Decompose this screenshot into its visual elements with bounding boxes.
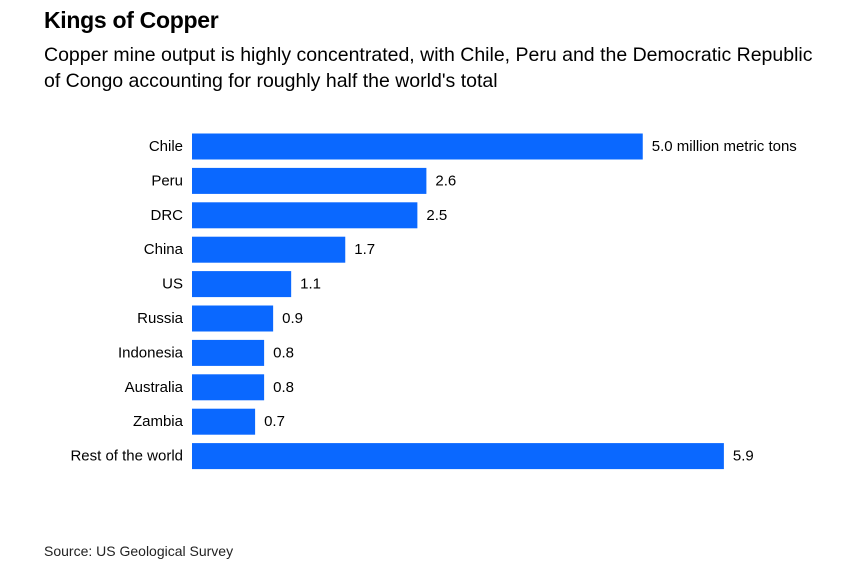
bar-australia (192, 374, 265, 401)
bar-us (192, 271, 292, 298)
bar-chile (192, 133, 643, 160)
bar-zambia (192, 408, 256, 435)
chart-plot-area: Chile 5.0 million metric tons Peru 2.6 DRC 2.… (70, 133, 797, 470)
category-label-zambia: Zambia (133, 413, 184, 430)
value-label-china: 1.7 (354, 241, 375, 258)
value-label-rest-of-the-world: 5.9 (733, 448, 754, 465)
value-label-chile: 5.0 million metric tons (652, 138, 797, 155)
category-label-rest-of-the-world: Rest of the world (70, 448, 183, 465)
bar-chart: Chile 5.0 million metric tons Peru 2.6 DRC 2.… (70, 133, 797, 470)
value-label-us: 1.1 (300, 276, 321, 293)
bar-peru (192, 167, 427, 194)
value-label-russia: 0.9 (282, 310, 303, 327)
category-label-peru: Peru (151, 172, 183, 189)
category-label-us: US (162, 276, 183, 293)
bar-rest-of-the-world (192, 443, 724, 470)
value-label-zambia: 0.7 (264, 413, 285, 430)
chart-subtitle: Copper mine output is highly concentrate… (44, 44, 813, 92)
category-label-china: China (144, 241, 184, 258)
value-label-indonesia: 0.8 (273, 344, 294, 361)
category-label-chile: Chile (149, 138, 183, 155)
bar-china (192, 236, 346, 263)
bar-drc (192, 202, 418, 229)
bar-russia (192, 305, 274, 332)
chart-title: Kings of Copper (44, 7, 219, 33)
value-label-australia: 0.8 (273, 379, 294, 396)
category-label-indonesia: Indonesia (118, 344, 184, 361)
category-label-australia: Australia (125, 379, 184, 396)
value-label-drc: 2.5 (426, 207, 447, 224)
bar-indonesia (192, 339, 265, 366)
value-label-peru: 2.6 (435, 172, 456, 189)
category-label-drc: DRC (151, 207, 184, 224)
source-note: Source: US Geological Survey (44, 543, 234, 559)
category-label-russia: Russia (137, 310, 184, 327)
